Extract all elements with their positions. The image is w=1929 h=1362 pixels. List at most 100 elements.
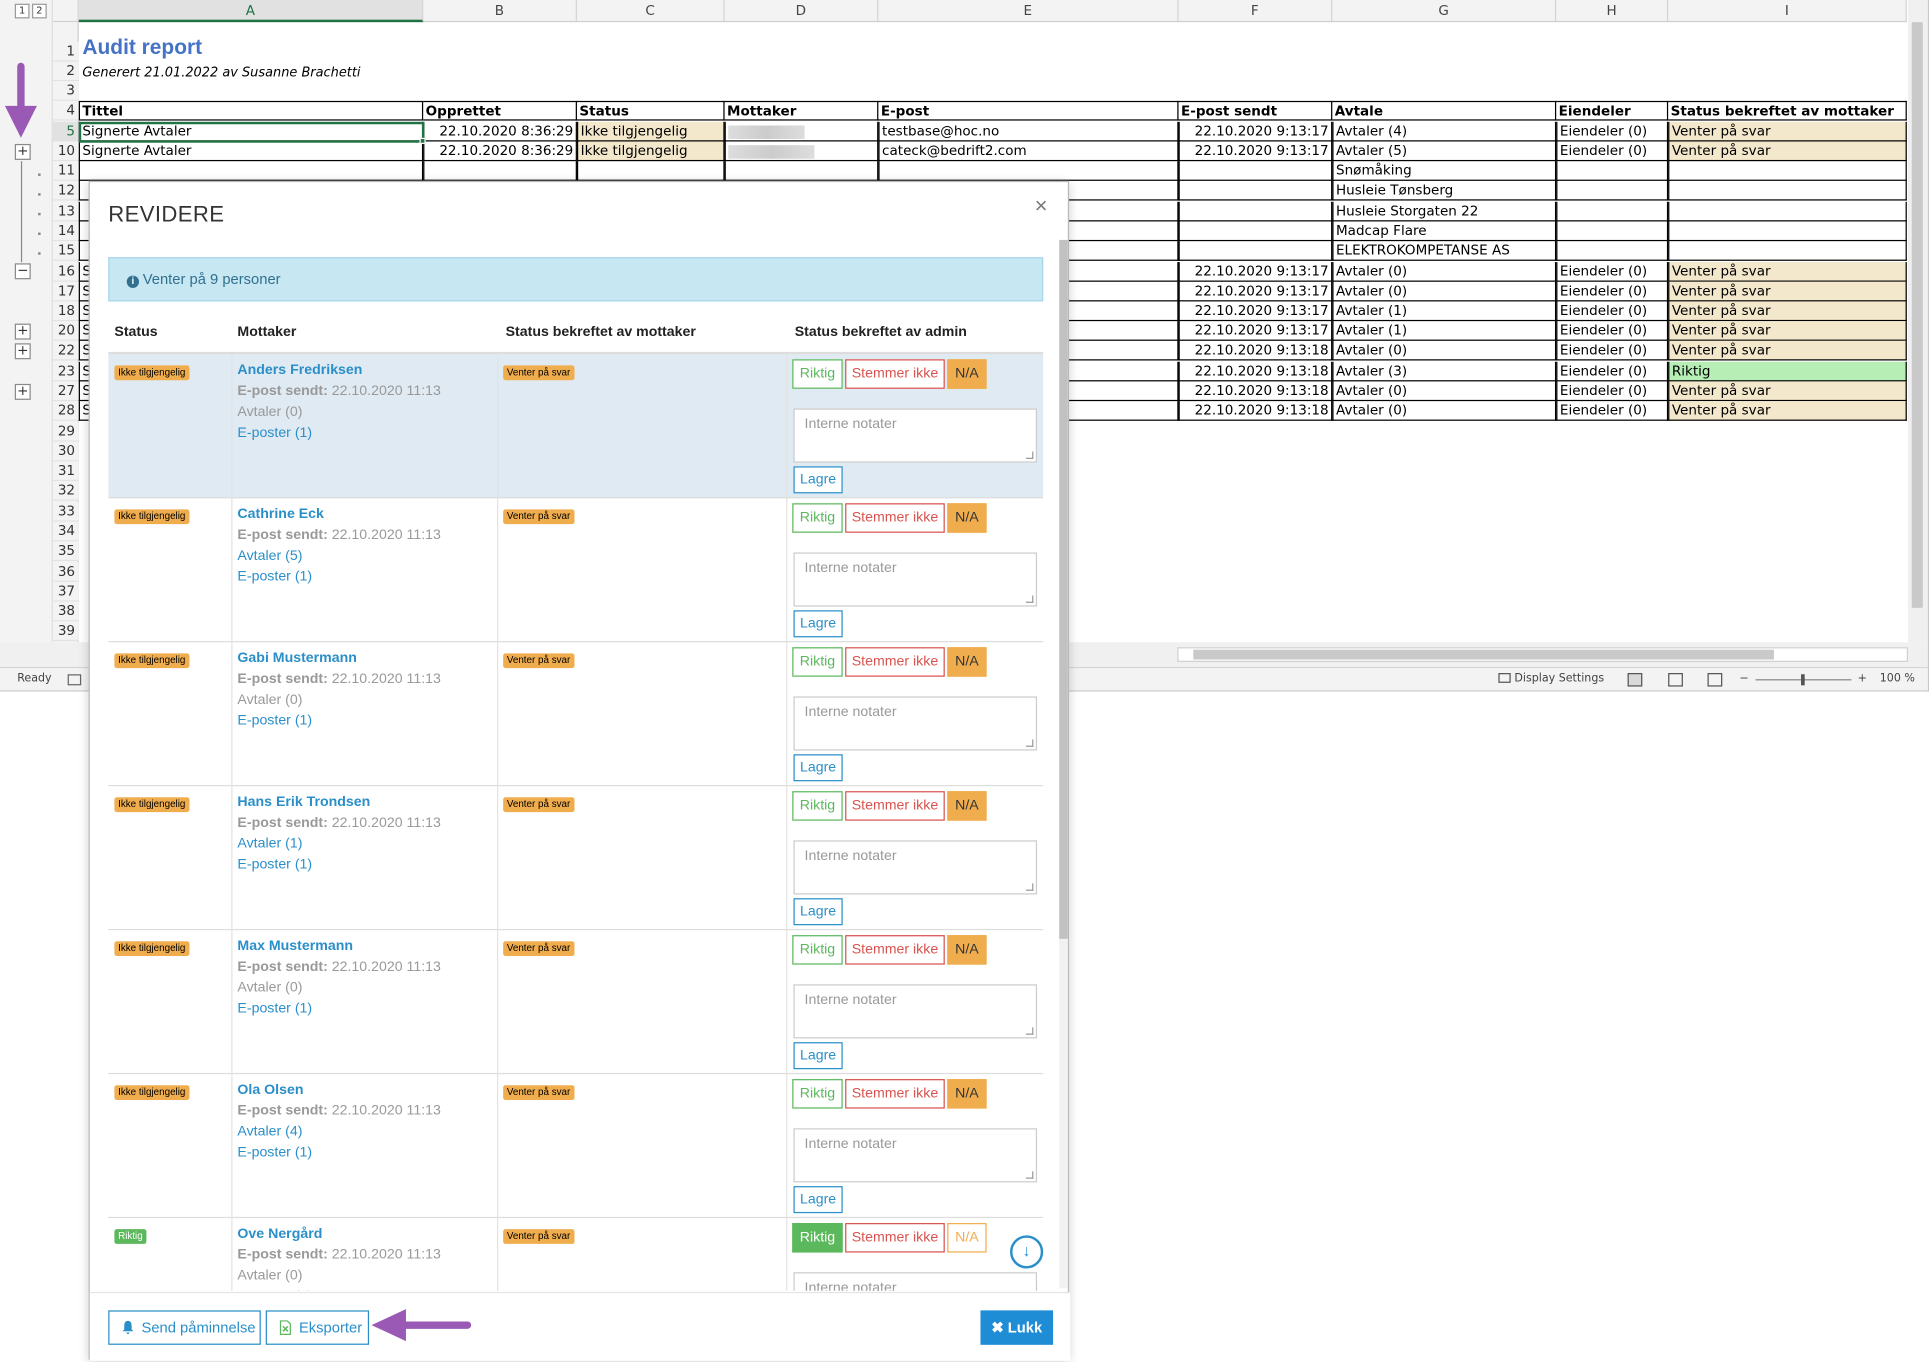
row-header[interactable]: 3 (52, 81, 79, 101)
page-break-view-icon[interactable] (1707, 673, 1723, 687)
recipient-name-link[interactable]: Gabi Mustermann (237, 650, 357, 666)
row-header[interactable]: 35 (52, 541, 79, 562)
cell-eiendeler[interactable]: Eiendeler (0) (1556, 301, 1669, 322)
na-button[interactable]: N/A (947, 647, 987, 677)
internal-notes-field[interactable]: Interne notater (793, 840, 1038, 895)
cell-epost-sendt[interactable]: 22.10.2020 9:13:18 (1178, 361, 1333, 382)
emails-link[interactable]: E-poster (1) (237, 1145, 313, 1161)
row-header[interactable]: 39 (52, 621, 79, 642)
column-header-i[interactable]: I (1668, 0, 1907, 23)
cell-eiendeler[interactable]: Eiendeler (0) (1556, 361, 1669, 382)
save-button[interactable]: Lagre (793, 466, 843, 494)
emails-link[interactable]: E-poster (1) (237, 569, 313, 585)
cell-eiendeler[interactable]: Eiendeler (0) (1556, 401, 1669, 421)
column-header-c[interactable]: C (577, 0, 725, 23)
row-header[interactable]: 36 (52, 562, 79, 582)
cell-bekreftet[interactable]: Venter på svar (1668, 321, 1907, 341)
cell-avtale[interactable]: Avtaler (0) (1332, 262, 1557, 282)
cell-eiendeler[interactable]: Eiendeler (0) (1556, 340, 1669, 361)
row-header[interactable]: 23 (52, 361, 79, 382)
zoom-slider-knob[interactable] (1801, 674, 1805, 686)
recipient-name-link[interactable]: Max Mustermann (237, 938, 353, 954)
row-header[interactable]: 10 (52, 141, 79, 162)
internal-notes-field[interactable]: Interne notater (793, 984, 1038, 1039)
agreements-link[interactable]: Avtaler (0) (237, 404, 303, 420)
cell-avtale[interactable]: Avtaler (5) (1332, 141, 1557, 162)
row-header[interactable]: 37 (52, 581, 79, 602)
page-layout-view-icon[interactable] (1668, 673, 1683, 687)
cell-epost[interactable]: testbase@hoc.no (878, 121, 1179, 142)
row-header[interactable]: 34 (52, 521, 79, 542)
cell-epost-sendt[interactable]: 22.10.2020 9:13:17 (1178, 301, 1333, 322)
cell-mottaker[interactable] (724, 141, 879, 162)
resize-grip-icon[interactable] (1025, 883, 1034, 891)
resize-grip-icon[interactable] (1025, 739, 1034, 747)
agreements-link[interactable]: Avtaler (5) (237, 548, 303, 564)
scroll-down-icon[interactable]: ↓ (1009, 1235, 1044, 1269)
recipient-name-link[interactable]: Cathrine Eck (237, 506, 324, 522)
cell-bekreftet[interactable] (1668, 241, 1907, 261)
save-button[interactable]: Lagre (793, 754, 843, 782)
expand-group-button[interactable]: + (14, 383, 31, 400)
row-header[interactable]: 30 (52, 441, 79, 462)
cell-bekreftet[interactable]: Venter på svar (1668, 262, 1907, 282)
emails-link[interactable]: E-poster (1) (237, 713, 313, 729)
cell-eiendeler[interactable] (1556, 221, 1669, 242)
row-header[interactable]: 29 (52, 422, 79, 442)
zoom-out-button[interactable]: − (1739, 673, 1749, 686)
cell-opprettet[interactable] (423, 161, 577, 181)
cell-eiendeler[interactable]: Eiendeler (0) (1556, 281, 1669, 302)
zoom-level[interactable]: 100 % (1879, 673, 1915, 686)
collapse-group-button[interactable]: − (14, 263, 31, 280)
na-button[interactable]: N/A (947, 503, 987, 533)
cell-eiendeler[interactable] (1556, 180, 1669, 201)
row-header[interactable]: 16 (52, 262, 79, 282)
cell-epost-sendt[interactable]: 22.10.2020 9:13:18 (1178, 340, 1333, 361)
zoom-in-button[interactable]: + (1857, 673, 1867, 686)
cell-bekreftet[interactable]: Venter på svar (1668, 141, 1907, 162)
row-header[interactable]: 20 (52, 321, 79, 341)
row-header[interactable]: 15 (52, 241, 79, 261)
row-header[interactable]: 32 (52, 481, 79, 501)
save-button[interactable]: Lagre (793, 898, 843, 926)
horizontal-scrollbar[interactable] (1177, 647, 1909, 662)
cell-avtale[interactable]: Avtaler (0) (1332, 381, 1557, 402)
expand-group-button[interactable]: + (14, 343, 31, 360)
row-header[interactable]: 5 (52, 121, 79, 142)
close-button[interactable]: ✖ Lukk (980, 1310, 1054, 1345)
row-header[interactable]: 17 (52, 281, 79, 302)
internal-notes-field[interactable]: Interne notater (793, 408, 1038, 463)
cell-bekreftet[interactable] (1668, 221, 1907, 242)
agreements-link[interactable]: Avtaler (0) (237, 692, 303, 708)
row-header[interactable]: 2 (52, 61, 79, 82)
cell-avtale[interactable]: Avtaler (0) (1332, 281, 1557, 302)
dialog-scrollbar[interactable] (1059, 239, 1068, 1289)
riktig-button[interactable]: Riktig (792, 503, 843, 533)
agreements-link[interactable]: Avtaler (1) (237, 836, 303, 852)
save-button[interactable]: Lagre (793, 1042, 843, 1070)
recipient-name-link[interactable]: Anders Fredriksen (237, 362, 363, 378)
cell-status[interactable] (576, 161, 725, 181)
select-all-corner[interactable] (53, 0, 79, 23)
row-header[interactable]: 28 (52, 401, 79, 421)
cell-epost-sendt[interactable]: 22.10.2020 9:13:17 (1178, 321, 1333, 341)
internal-notes-field[interactable]: Interne notater (793, 1272, 1038, 1291)
cell-epost-sendt[interactable] (1178, 221, 1333, 242)
cell-bekreftet[interactable]: Riktig (1668, 361, 1907, 382)
save-button[interactable]: Lagre (793, 1186, 843, 1214)
cell-eiendeler[interactable]: Eiendeler (0) (1556, 321, 1669, 341)
cell-avtale[interactable]: Avtaler (1) (1332, 301, 1557, 322)
cell-epost-sendt[interactable] (1178, 201, 1333, 222)
vertical-scrollbar[interactable] (1908, 0, 1928, 643)
resize-grip-icon[interactable] (1025, 1027, 1034, 1035)
cell-avtale[interactable]: Madcap Flare (1332, 221, 1557, 242)
cell-bekreftet[interactable] (1668, 180, 1907, 201)
cell-eiendeler[interactable] (1556, 241, 1669, 261)
cell-epost-sendt[interactable] (1178, 241, 1333, 261)
stemmer-ikke-button[interactable]: Stemmer ikke (845, 503, 945, 533)
row-header[interactable]: 12 (52, 180, 79, 201)
na-button[interactable]: N/A (947, 935, 987, 965)
column-header-e[interactable]: E (878, 0, 1179, 23)
column-header-b[interactable]: B (423, 0, 577, 23)
cell-epost-sendt[interactable]: 22.10.2020 9:13:18 (1178, 381, 1333, 402)
